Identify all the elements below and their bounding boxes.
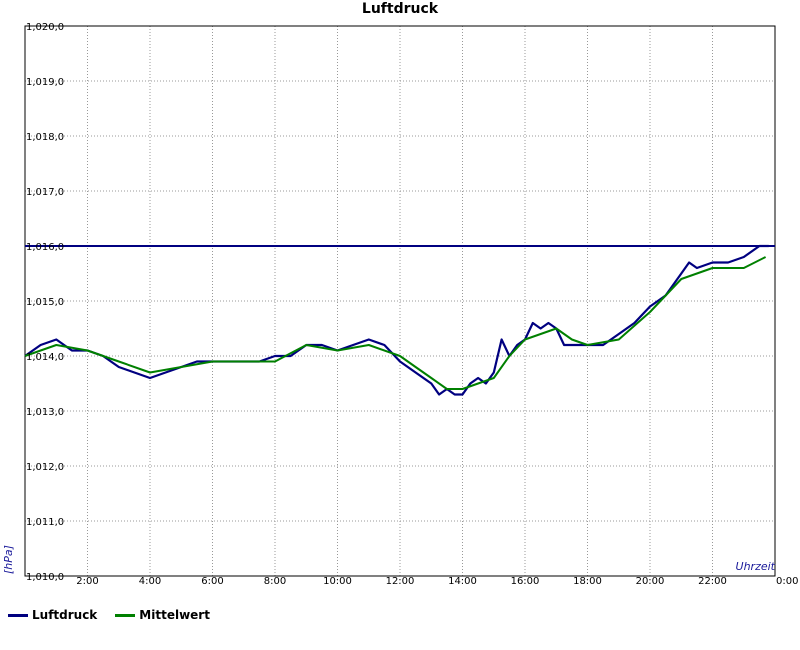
- series-layer: [24, 244, 769, 396]
- x-tick-label: 12:00: [386, 576, 415, 587]
- x-tick-label: 4:00: [139, 576, 161, 587]
- legend: Luftdruck Mittelwert: [8, 608, 210, 622]
- x-tick-labels: 2:00 4:00 6:00 8:00 10:00 12:00 14:00 16:00 18:0…: [76, 576, 798, 587]
- y-axis-unit-label: [hPa]: [2, 545, 15, 574]
- x-tick-label: 10:00: [323, 576, 352, 587]
- x-tick-label: 22:00: [698, 576, 727, 587]
- grid: [25, 26, 775, 576]
- series-line-mittelwert: [24, 256, 767, 390]
- x-tick-label: 0:00: [776, 576, 798, 587]
- y-tick-label: 1,012,0: [26, 462, 64, 473]
- x-tick-label: 18:00: [573, 576, 602, 587]
- y-tick-label: 1,015,0: [26, 297, 64, 308]
- y-tick-label: 1,016,0: [26, 242, 64, 253]
- y-tick-labels: 1,010,0 1,011,0 1,012,0 1,013,0 1,014,0 1,015…: [26, 22, 64, 583]
- y-tick-label: 1,011,0: [26, 517, 64, 528]
- legend-label-luftdruck: Luftdruck: [32, 608, 98, 622]
- y-tick-label: 1,019,0: [26, 77, 64, 88]
- x-tick-label: 14:00: [448, 576, 477, 587]
- series-line-luftdruck: [24, 244, 769, 396]
- x-tick-label: 6:00: [201, 576, 223, 587]
- legend-item-mittelwert: Mittelwert: [115, 608, 210, 622]
- chart-title: Luftdruck: [362, 1, 439, 17]
- y-tick-label: 1,013,0: [26, 407, 64, 418]
- x-tick-label: 2:00: [76, 576, 98, 587]
- x-tick-label: 8:00: [264, 576, 286, 587]
- y-tick-label: 1,020,0: [26, 22, 64, 33]
- x-axis-label: Uhrzeit: [736, 560, 776, 573]
- legend-swatch-luftdruck: [8, 613, 28, 617]
- y-tick-label: 1,010,0: [26, 572, 64, 583]
- legend-item-luftdruck: Luftdruck: [8, 608, 97, 622]
- y-tick-label: 1,014,0: [26, 352, 64, 363]
- x-tick-label: 16:00: [511, 576, 540, 587]
- y-tick-label: 1,018,0: [26, 132, 64, 143]
- y-tick-label: 1,017,0: [26, 187, 64, 198]
- x-tick-label: 20:00: [636, 576, 665, 587]
- legend-label-mittelwert: Mittelwert: [139, 608, 210, 622]
- legend-swatch-mittelwert: [115, 613, 136, 617]
- plot-frame: [24, 25, 776, 577]
